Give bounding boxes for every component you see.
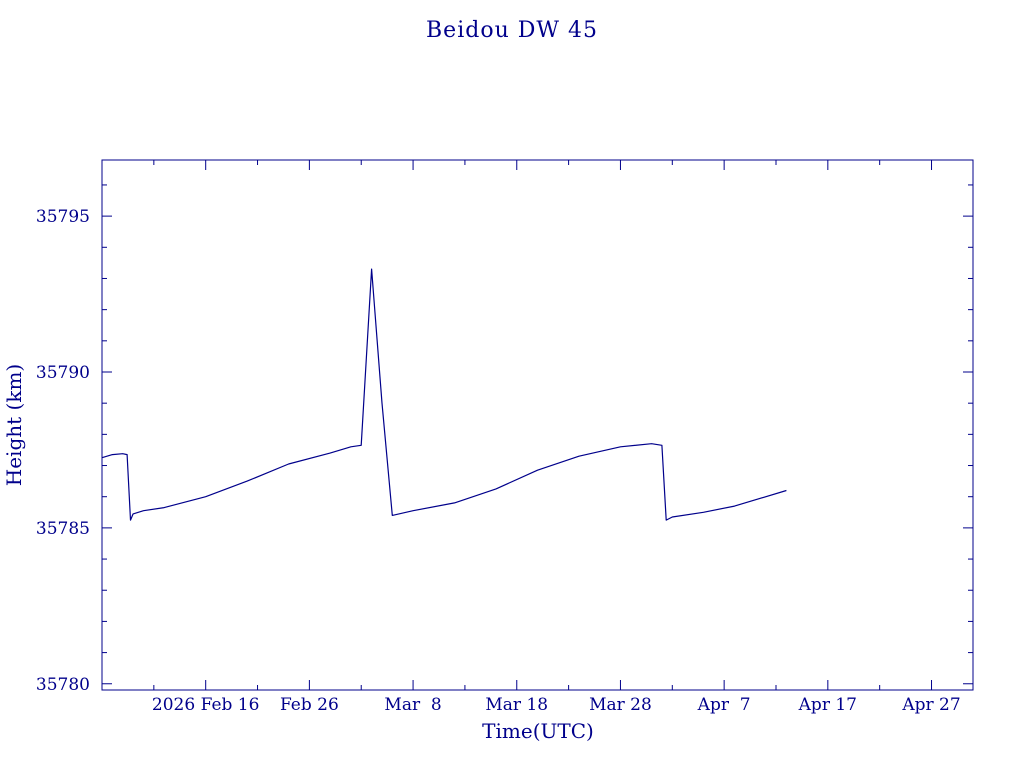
y-tick-labels: 35795 35790 35785 35780 bbox=[36, 207, 90, 695]
x-tick-label: Mar 28 bbox=[589, 695, 652, 715]
x-tick-label: 2026 Feb 16 bbox=[152, 695, 260, 715]
y-tick-label: 35795 bbox=[36, 207, 90, 227]
y-axis-label: Height (km) bbox=[2, 364, 26, 486]
x-tick-label: Mar 18 bbox=[485, 695, 548, 715]
y-tick-label: 35785 bbox=[36, 519, 90, 539]
x-tick-label: Feb 26 bbox=[280, 695, 339, 715]
chart-title: Beidou DW 45 bbox=[426, 18, 598, 43]
x-tick-label: Apr 7 bbox=[697, 695, 751, 715]
x-axis-label: Time(UTC) bbox=[482, 719, 594, 743]
plot-frame bbox=[101, 159, 974, 691]
x-tick-labels: 2026 Feb 16 Feb 26 Mar 8 Mar 18 Mar 28 Apr 7 A… bbox=[152, 695, 961, 715]
axis-ticks bbox=[102, 160, 973, 690]
y-tick-label: 35780 bbox=[36, 675, 90, 695]
x-tick-label: Apr 27 bbox=[901, 695, 960, 715]
y-tick-label: 35790 bbox=[36, 363, 90, 383]
series-line bbox=[101, 268, 787, 521]
x-tick-label: Mar 8 bbox=[384, 695, 441, 715]
x-tick-label: Apr 17 bbox=[798, 695, 857, 715]
series-group bbox=[101, 268, 787, 521]
